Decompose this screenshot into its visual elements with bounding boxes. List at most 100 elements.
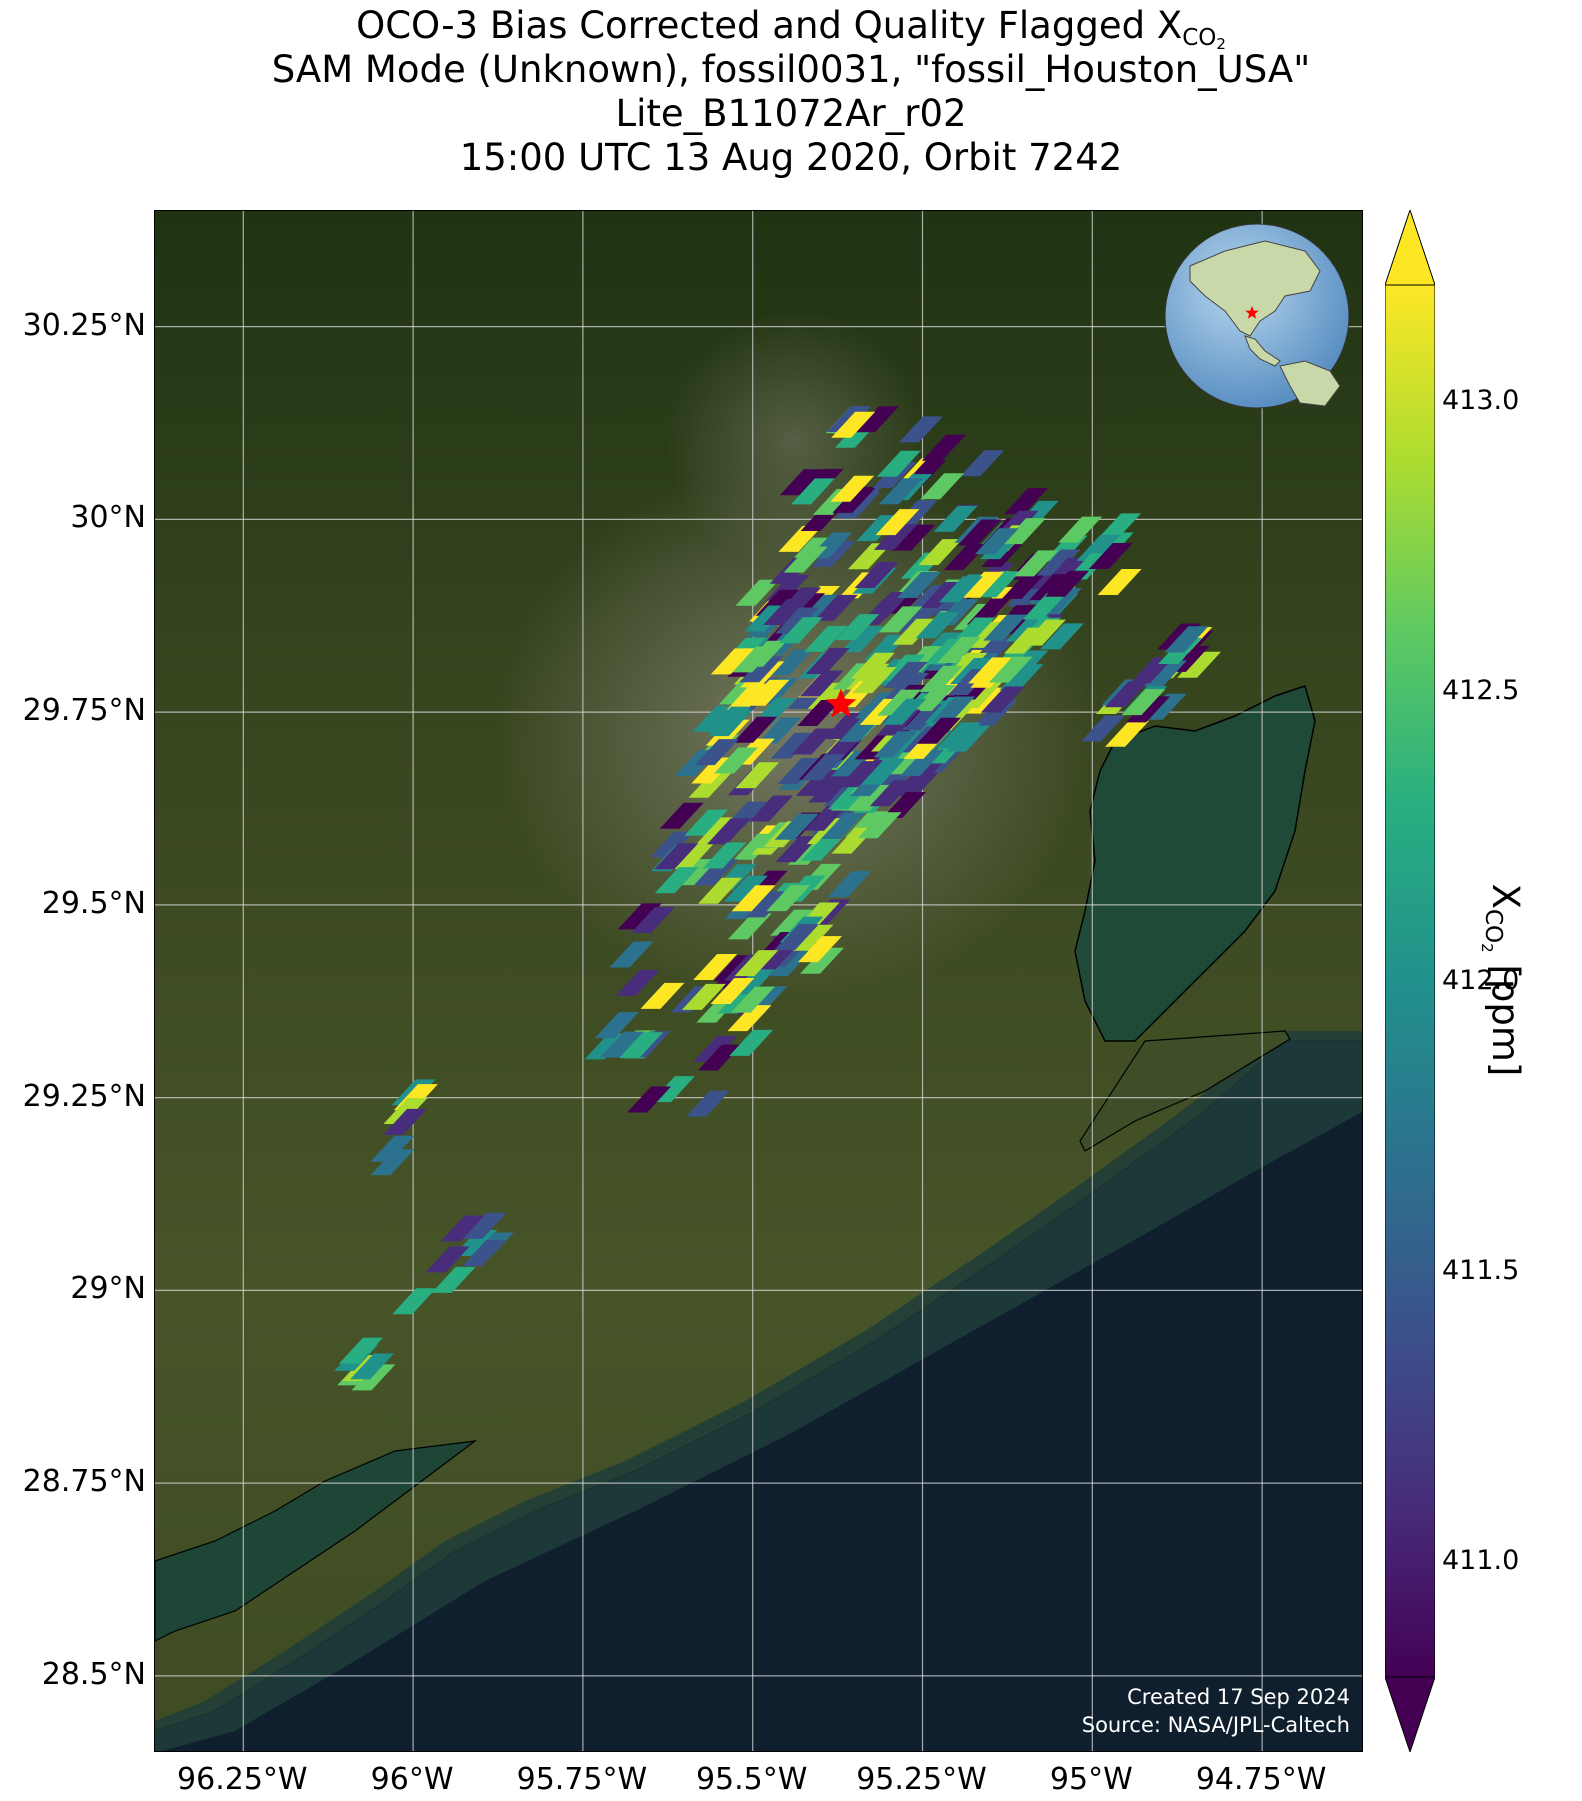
title-line-2: SAM Mode (Unknown), fossil0031, "fossil_… [271,48,1311,91]
colorbar-tick-label: 412.0 [1442,965,1520,996]
sounding-footprint [769,649,814,676]
sounding-footprint [885,672,930,699]
sounding-footprint [1002,518,1047,545]
sounding-footprint [897,572,942,599]
sounding-footprint [1104,681,1149,708]
sounding-footprint [654,843,699,870]
sounding-footprint [930,696,975,723]
sounding-footprint [778,525,823,552]
sounding-footprint [693,1035,738,1062]
sounding-footprint [710,978,755,1005]
sounding-footprint [599,1031,644,1058]
sounding-footprint [980,686,1025,713]
south-america-landmass [1279,360,1341,407]
sounding-footprint [431,1266,476,1293]
sounding-footprint [1097,568,1142,595]
colorbar-extend-top [1385,210,1435,286]
sounding-footprint [1014,550,1059,577]
title-line-3: Lite_B11072Ar_r02 [615,92,967,135]
sounding-footprint [861,758,906,785]
colorbar-tick-label: 413.0 [1442,385,1520,416]
sounding-footprint [960,571,1005,598]
sounding-footprint [799,670,844,697]
colorbar-tick-label: 411.5 [1442,1255,1520,1286]
lat-tick-label: 28.75°N [22,1464,146,1500]
sounding-footprint [757,717,802,744]
sounding-footprint [1164,626,1209,653]
sounding-footprint [609,941,654,968]
sounding-footprint [766,885,811,912]
sounding-footprint [775,924,820,951]
title-line-4: 15:00 UTC 13 Aug 2020, Orbit 7242 [459,136,1123,179]
lat-tick-label: 29.75°N [22,693,146,729]
sounding-footprint [867,591,912,618]
sounding-footprint [803,804,848,831]
sounding-footprint [370,1149,415,1176]
sounding-footprint [791,728,836,755]
sounding-footprint [770,732,815,759]
sounding-footprint [370,1135,415,1162]
sounding-footprint [783,546,828,573]
sounding-footprint [688,771,733,798]
sounding-footprint [878,478,923,505]
sounding-footprint [1003,627,1048,654]
sounding-footprint [827,871,872,898]
sounding-footprint [857,812,902,839]
credit-text: Created 17 Sep 2024 Source: NASA/JPL-Cal… [1082,1683,1350,1739]
lat-tick-label: 30°N [70,500,146,536]
credit-created: Created 17 Sep 2024 [1127,1685,1350,1709]
sounding-footprint [900,704,945,731]
sounding-footprint [1105,720,1150,747]
sounding-footprint [876,450,921,477]
sounding-footprint [920,473,965,500]
sounding-footprint [1143,660,1188,687]
sounding-footprint [775,607,820,634]
matagorda-bay [155,1440,478,1642]
sounding-footprint [1088,543,1133,570]
sounding-footprint [830,475,875,502]
title-line-1: OCO-3 Bias Corrected and Quality Flagged… [356,4,1226,53]
sounding-footprint [1121,689,1166,716]
sounding-footprint [915,612,960,639]
sounding-footprint [973,700,1018,727]
sounding-footprint [898,416,943,443]
sounding-footprint [919,665,964,692]
sounding-footprint [731,885,776,912]
sounding-footprint [795,769,840,796]
colorbar-tick-label: 412.5 [1442,675,1520,706]
sounding-footprint [840,626,885,653]
lon-tick-label: 95°W [1049,1762,1133,1797]
sounding-footprint [726,683,771,710]
sounding-footprint [779,469,824,496]
sounding-footprint [425,1246,470,1273]
sounding-footprint [900,749,945,776]
lat-tick-label: 29.25°N [22,1078,146,1114]
sounding-footprint [383,1108,428,1135]
sounding-footprint [800,834,845,861]
colorbar-label: XCO2 [ppm] [1478,883,1527,1077]
sounding-footprint [896,605,941,632]
sounding-footprint [692,705,737,732]
sounding-footprint [659,802,704,829]
sounding-footprint [615,970,660,997]
sounding-footprint [339,1337,384,1364]
sounding-footprint [734,950,779,977]
map-panel[interactable]: Created 17 Sep 2024 Source: NASA/JPL-Cal… [154,210,1363,1752]
sounding-footprint [873,731,918,758]
sounding-footprint [937,636,982,663]
sounding-footprint [1177,651,1222,678]
sounding-footprint [918,539,963,566]
sounding-footprint [650,831,695,858]
sounding-footprint [1076,534,1121,561]
sounding-footprint [882,698,927,725]
sounding-footprint [619,1032,664,1059]
sounding-footprint [735,579,780,606]
lon-tick-label: 95.25°W [856,1762,987,1797]
sounding-footprint [1039,623,1084,650]
sounding-footprint [957,519,1002,546]
sounding-footprint [392,1288,437,1315]
sounding-footprint [976,571,1021,598]
map-canvas [155,211,1362,1751]
sounding-footprint [1126,696,1171,723]
sounding-footprint [462,1212,507,1239]
